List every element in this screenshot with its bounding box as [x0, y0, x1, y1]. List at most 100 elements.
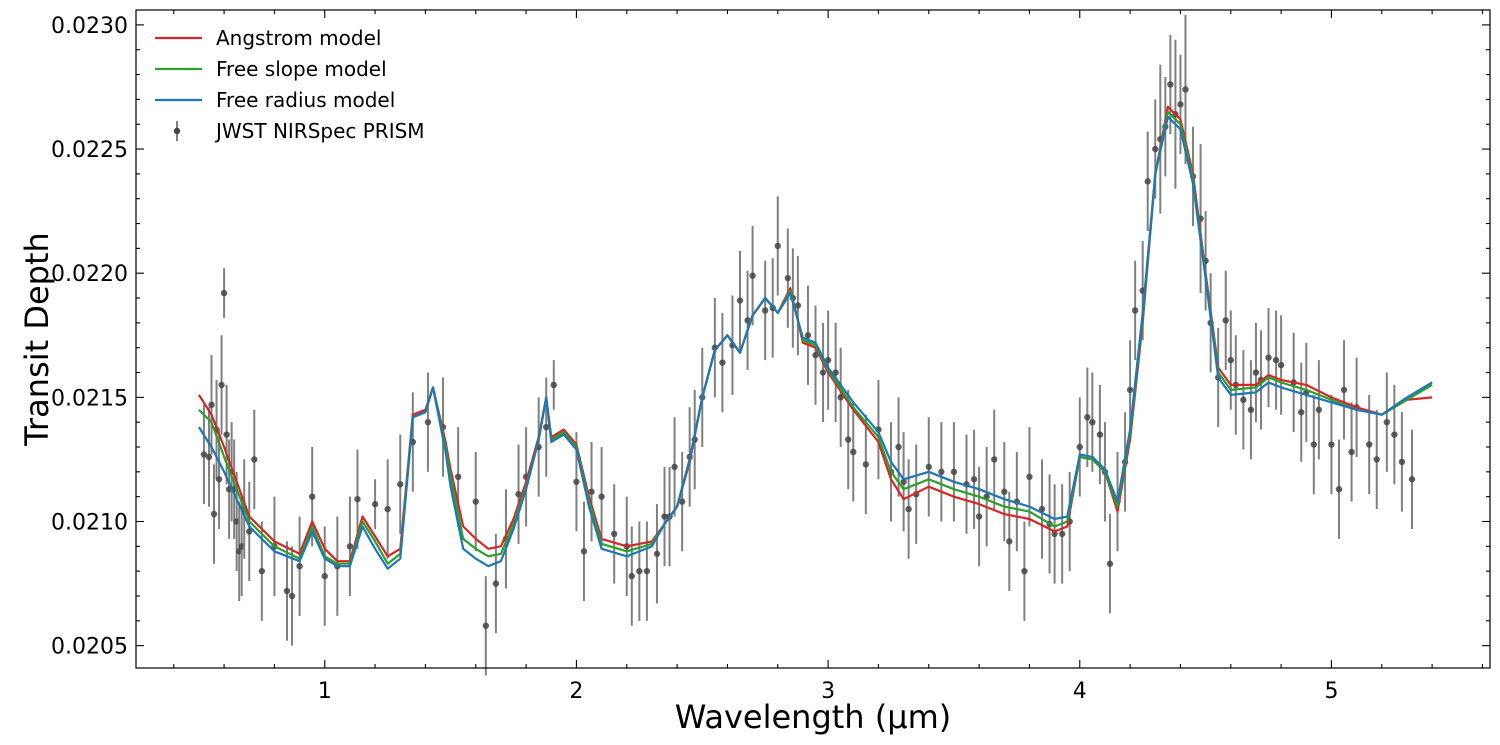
data-point — [208, 401, 215, 408]
data-point — [397, 481, 404, 488]
data-point — [636, 567, 643, 575]
x-tick-label: 4 — [1073, 679, 1087, 704]
data-point — [543, 423, 550, 431]
data-point — [1240, 396, 1247, 404]
data-point — [661, 513, 668, 520]
data-point — [424, 418, 432, 426]
data-point — [200, 451, 208, 458]
x-tick-label: 3 — [821, 679, 835, 704]
axis-tick-labels: 1 2 3 4 5 0.0205 0.0210 0.0215 0.0220 0.0225 0.023… — [51, 14, 1338, 704]
data-point — [1247, 406, 1255, 413]
data-points-layer — [200, 14, 1416, 676]
data-point — [1076, 443, 1083, 451]
data-point — [1006, 538, 1013, 545]
data-point — [371, 500, 379, 508]
data-point — [1391, 431, 1398, 438]
data-point — [205, 453, 213, 461]
data-point — [210, 510, 218, 518]
data-point — [678, 498, 686, 505]
data-point — [970, 476, 978, 483]
y-tick-label: 0.0210 — [51, 511, 128, 536]
data-point — [1144, 178, 1151, 185]
data-point — [251, 456, 258, 463]
data-point — [862, 461, 870, 468]
data-point — [573, 478, 580, 485]
data-point — [246, 528, 253, 535]
data-point — [1348, 448, 1355, 456]
data-point — [1038, 505, 1046, 513]
data-point — [550, 381, 557, 389]
data-point — [1328, 441, 1335, 448]
data-point — [1051, 530, 1058, 538]
data-point — [1365, 441, 1373, 448]
data-point — [938, 468, 945, 476]
data-point — [671, 463, 678, 471]
legend-label: Angstrom model — [216, 26, 381, 50]
data-point — [1265, 354, 1272, 361]
data-point — [824, 356, 832, 364]
legend-item: Angstrom model — [155, 26, 381, 50]
x-tick-label: 5 — [1324, 679, 1338, 704]
data-point — [288, 592, 296, 600]
legend-label: Free slope model — [216, 57, 387, 81]
model-lines-layer — [197, 105, 1433, 570]
data-point — [472, 498, 479, 505]
data-point — [1298, 409, 1305, 416]
data-point — [492, 580, 500, 587]
data-point — [1058, 530, 1066, 538]
data-point — [1408, 476, 1416, 483]
data-point — [749, 272, 756, 279]
legend-label: JWST NIRSpec PRISM — [214, 119, 425, 143]
data-point — [1026, 473, 1033, 481]
data-point — [588, 488, 595, 495]
data-point — [515, 490, 522, 498]
data-point — [1126, 386, 1134, 394]
data-point — [384, 505, 391, 513]
data-point — [1152, 145, 1159, 153]
data-point — [761, 307, 769, 314]
data-point — [1272, 356, 1280, 364]
data-point — [1131, 307, 1139, 314]
data-point — [1106, 560, 1114, 567]
data-point — [580, 548, 588, 555]
data-point — [1315, 406, 1323, 413]
data-point — [1222, 317, 1229, 324]
y-tick-label: 0.0225 — [51, 138, 128, 163]
data-point — [1096, 431, 1104, 438]
x-tick-label: 2 — [569, 679, 583, 704]
data-point — [900, 478, 907, 485]
data-point — [895, 443, 902, 451]
data-point — [991, 456, 998, 463]
data-point — [804, 332, 812, 339]
data-point — [283, 587, 291, 595]
data-point — [837, 394, 844, 401]
legend-item: JWST NIRSpec PRISM — [173, 119, 425, 143]
data-point — [1373, 456, 1380, 463]
data-point — [784, 274, 792, 282]
data-point — [1383, 418, 1391, 426]
data-point — [736, 297, 744, 304]
data-point — [1089, 418, 1096, 426]
data-point — [296, 562, 303, 570]
y-tick-label: 0.0205 — [51, 635, 128, 660]
data-point — [354, 495, 361, 503]
legend-item: Free radius model — [155, 88, 395, 112]
data-point — [812, 351, 819, 359]
data-point — [321, 572, 328, 580]
data-point — [1227, 356, 1234, 364]
data-point — [218, 381, 225, 389]
data-point — [950, 468, 958, 476]
data-point — [845, 436, 852, 443]
data-point — [1310, 441, 1318, 448]
x-axis-label: Wavelength (μm) — [675, 698, 952, 736]
axis-ticks — [136, 10, 1490, 668]
data-point — [610, 530, 618, 538]
legend-label: Free radius model — [216, 88, 395, 112]
data-point — [482, 622, 490, 629]
data-point — [643, 567, 651, 575]
model-line-free-radius-model — [197, 115, 1433, 570]
data-point — [1167, 81, 1174, 88]
data-point — [905, 505, 912, 513]
data-point — [850, 448, 857, 456]
legend-item: Free slope model — [155, 57, 387, 81]
